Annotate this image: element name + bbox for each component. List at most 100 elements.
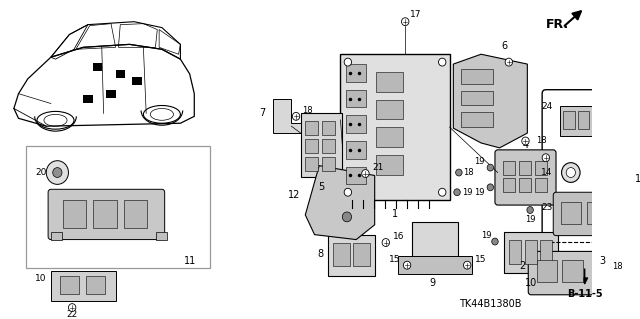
Text: 15: 15 [389,255,401,264]
Bar [563,260,583,282]
Bar [540,240,552,264]
Circle shape [561,163,580,182]
Text: 19: 19 [525,215,536,224]
Text: 16: 16 [393,232,404,241]
FancyBboxPatch shape [495,150,556,205]
Circle shape [68,304,76,312]
Circle shape [527,206,533,213]
Text: B-11-5: B-11-5 [567,289,602,299]
Circle shape [505,58,513,66]
Text: 8: 8 [317,249,324,259]
Text: 14: 14 [541,168,552,177]
FancyBboxPatch shape [48,189,164,240]
Bar [60,276,79,294]
Text: 19: 19 [474,157,484,166]
Bar [535,161,547,174]
Bar [301,113,342,177]
Bar [561,202,581,224]
Bar [346,115,366,133]
Bar [106,90,116,98]
Bar [333,242,349,266]
Bar [461,69,493,84]
Text: 18: 18 [463,168,474,177]
Circle shape [362,170,369,177]
Bar [51,271,116,301]
Text: 15: 15 [475,255,486,264]
FancyBboxPatch shape [553,192,621,236]
Polygon shape [305,166,374,240]
Text: 19: 19 [474,188,484,197]
Circle shape [522,137,529,145]
Bar [322,157,335,171]
Text: 18: 18 [536,137,547,145]
Bar [346,141,366,159]
Bar [346,167,366,184]
Polygon shape [453,54,527,148]
Circle shape [438,58,446,66]
Circle shape [487,164,493,171]
Bar [93,200,116,228]
Bar [376,155,403,174]
Bar [63,200,86,228]
Bar [93,63,102,71]
Bar [346,90,366,108]
Circle shape [52,167,62,177]
Circle shape [542,154,550,162]
Text: 9: 9 [429,278,435,288]
Bar [519,178,531,192]
Bar [509,240,521,264]
Bar [353,242,370,266]
Text: 19: 19 [461,188,472,197]
Bar [305,157,318,171]
Bar [328,235,374,276]
Text: 7: 7 [259,108,266,118]
Bar [376,72,403,92]
Bar [322,139,335,153]
Text: FR.: FR. [546,18,569,31]
Bar [305,121,318,135]
Text: 23: 23 [541,203,552,211]
Text: 5: 5 [318,182,324,192]
Circle shape [438,188,446,196]
Circle shape [492,238,498,245]
Circle shape [463,261,471,269]
Bar [525,240,536,264]
Circle shape [403,261,411,269]
Bar [504,232,558,273]
Bar [503,161,515,174]
Circle shape [487,184,493,191]
Bar [376,100,403,119]
Bar [519,161,531,174]
Bar [132,77,141,85]
Bar [305,139,318,153]
Text: 19: 19 [481,231,492,240]
Bar [461,112,493,127]
Circle shape [382,239,390,247]
Text: 2: 2 [519,261,525,271]
Bar [376,127,403,147]
Circle shape [602,267,610,275]
Bar [461,91,493,106]
FancyBboxPatch shape [528,251,598,295]
Polygon shape [273,99,301,133]
Text: 20: 20 [35,168,46,177]
Circle shape [344,58,351,66]
Bar [560,107,611,136]
Text: TK44B1380B: TK44B1380B [459,299,522,309]
Circle shape [566,167,575,177]
Bar [536,260,557,282]
Bar [346,64,366,82]
Text: 17: 17 [410,10,421,19]
Text: 18: 18 [303,106,313,115]
Circle shape [292,112,300,120]
Text: 10: 10 [35,273,46,283]
Circle shape [344,188,351,196]
Bar [578,111,589,129]
Bar [83,95,93,102]
Bar [51,232,62,240]
Circle shape [401,18,409,26]
Bar [593,111,604,129]
Text: 4: 4 [522,140,529,150]
Text: 3: 3 [600,256,605,266]
Text: 11: 11 [184,256,196,266]
